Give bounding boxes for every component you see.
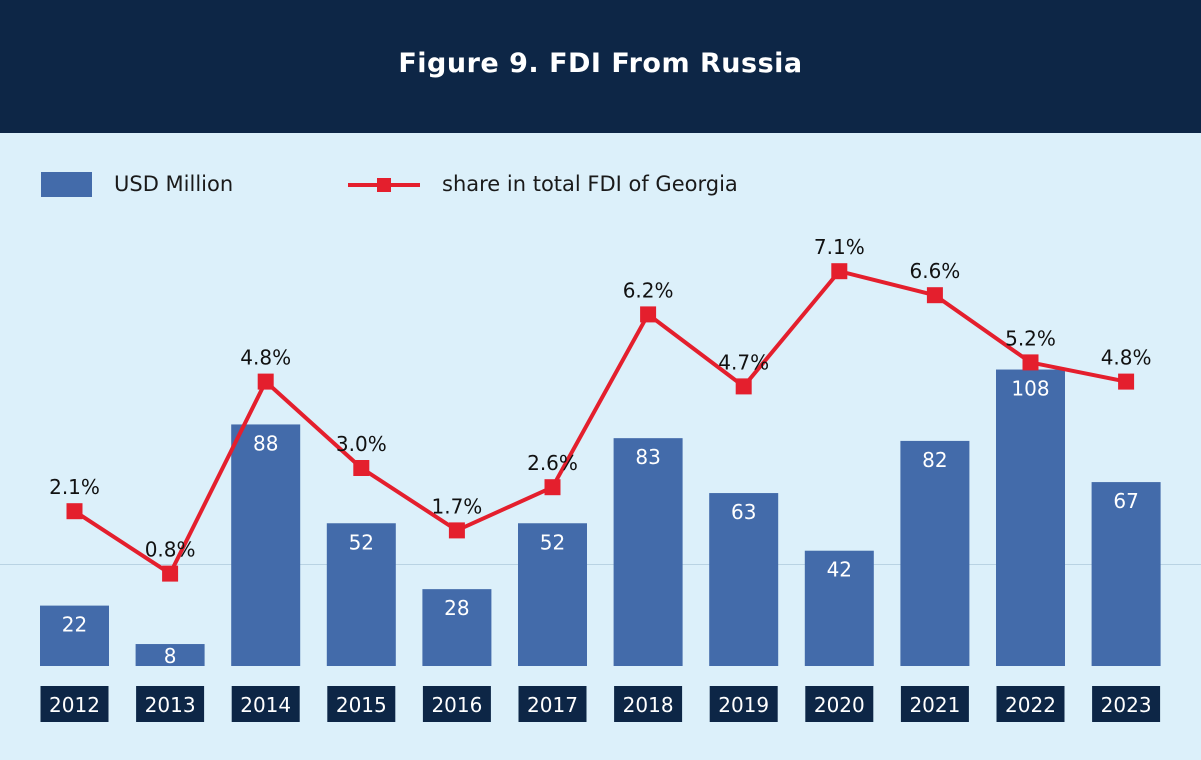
x-tick-label-2014: 2014 — [240, 693, 291, 717]
bar-2022 — [996, 369, 1065, 666]
share-marker-2018 — [640, 306, 657, 323]
share-label-2016: 1.7% — [431, 494, 482, 518]
x-tick-label-2013: 2013 — [145, 693, 196, 717]
share-label-2012: 2.1% — [49, 475, 100, 499]
share-marker-2014 — [257, 373, 274, 390]
share-label-2017: 2.6% — [527, 451, 578, 475]
share-marker-2016 — [448, 522, 465, 539]
bar-label-2022: 108 — [1011, 377, 1049, 401]
legend-item-usd-million: USD Million — [41, 172, 233, 197]
legend-bar-swatch — [41, 172, 92, 197]
x-tick-label-2023: 2023 — [1101, 693, 1152, 717]
year-box-2014 — [231, 686, 300, 722]
share-marker-2022 — [1022, 354, 1039, 371]
bar-2015 — [326, 523, 396, 666]
year-box-2016 — [422, 686, 491, 722]
bar-label-2020: 42 — [827, 558, 852, 582]
bar-2021 — [900, 440, 970, 666]
share-marker-2013 — [162, 565, 179, 582]
bar-label-2023: 67 — [1113, 489, 1138, 513]
bar-label-2016: 28 — [444, 596, 469, 620]
bar-2020 — [804, 550, 874, 666]
x-tick-label-2018: 2018 — [623, 693, 674, 717]
share-label-2015: 3.0% — [336, 432, 387, 456]
bar-label-2021: 82 — [922, 448, 947, 472]
bar-2018 — [613, 438, 683, 666]
year-box-2012 — [40, 686, 109, 722]
bar-2012 — [40, 605, 109, 666]
share-label-2023: 4.8% — [1101, 346, 1152, 370]
year-box-2022 — [996, 686, 1065, 722]
share-marker-2023 — [1118, 373, 1135, 390]
year-box-2017 — [518, 686, 587, 722]
share-marker-2021 — [926, 287, 943, 304]
bar-label-2013: 8 — [164, 644, 177, 668]
legend-bars-label: USD Million — [114, 172, 234, 196]
bar-2023 — [1091, 482, 1161, 666]
share-label-2022: 5.2% — [1005, 326, 1056, 350]
share-marker-2017 — [544, 479, 561, 496]
bar-2014 — [231, 424, 301, 666]
share-label-2013: 0.8% — [145, 538, 196, 562]
share-marker-2012 — [66, 503, 83, 520]
share-label-2020: 7.1% — [814, 235, 865, 259]
x-tick-label-2022: 2022 — [1005, 693, 1056, 717]
chart-title: Figure 9. FDI From Russia — [398, 48, 803, 79]
bar-label-2018: 83 — [635, 445, 660, 469]
legend-item-share: share in total FDI of Georgia — [348, 172, 738, 197]
share-label-2021: 6.6% — [909, 259, 960, 283]
x-tick-label-2012: 2012 — [49, 693, 100, 717]
year-box-2023 — [1092, 686, 1161, 722]
x-tick-label-2019: 2019 — [718, 693, 769, 717]
bar-2019 — [709, 493, 779, 666]
x-tick-label-2020: 2020 — [814, 693, 865, 717]
year-box-2021 — [900, 686, 969, 722]
share-marker-2020 — [831, 263, 848, 280]
chart-header: Figure 9. FDI From Russia — [0, 0, 1201, 133]
x-tick-label-2017: 2017 — [527, 693, 578, 717]
x-tick-label-2015: 2015 — [336, 693, 387, 717]
share-label-2019: 4.7% — [718, 350, 769, 374]
share-line — [73, 268, 1127, 577]
year-box-2019 — [709, 686, 778, 722]
bar-label-2019: 63 — [731, 500, 756, 524]
share-marker-2019 — [735, 378, 752, 395]
bar-label-2017: 52 — [540, 530, 565, 554]
share-marker-2015 — [353, 460, 370, 476]
x-tick-label-2016: 2016 — [431, 693, 482, 717]
bar-label-2014: 88 — [253, 431, 278, 455]
share-label-2014: 4.8% — [240, 346, 291, 370]
bar-label-2012: 22 — [62, 613, 87, 637]
bar-2017 — [518, 523, 587, 666]
year-box-2018 — [614, 686, 683, 722]
year-box-2013 — [136, 686, 205, 722]
bar-2016 — [422, 589, 492, 666]
bar-2013 — [135, 644, 205, 666]
legend-line-label: share in total FDI of Georgia — [442, 172, 738, 196]
year-box-2015 — [327, 686, 396, 722]
share-label-2018: 6.2% — [623, 278, 674, 302]
x-tick-label-2021: 2021 — [909, 693, 960, 717]
bar-label-2015: 52 — [349, 530, 374, 554]
legend-line-symbol — [348, 172, 420, 197]
year-box-2020 — [805, 686, 874, 722]
